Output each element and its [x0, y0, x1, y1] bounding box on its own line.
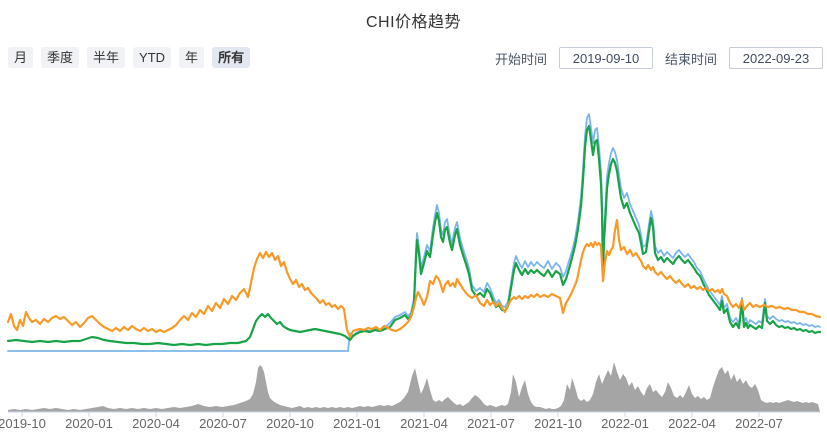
range-button-month[interactable]: 月: [8, 47, 34, 68]
price-line-series-orange[interactable]: [6, 218, 822, 339]
x-axis-label-2022-07: 2022-07: [735, 416, 783, 431]
x-axis-label-2020-01: 2020-01: [65, 416, 113, 431]
x-axis-label-2022-04: 2022-04: [668, 416, 716, 431]
x-axis-label-2022-01: 2022-01: [601, 416, 649, 431]
range-button-quarter[interactable]: 季度: [41, 47, 80, 68]
start-time-label: 开始时间: [494, 51, 547, 67]
x-axis-label-2021-10: 2021-10: [534, 416, 582, 431]
x-axis-label-2020-04: 2020-04: [132, 416, 180, 431]
x-axis-label-2021-04: 2021-04: [400, 416, 448, 431]
x-axis-label-2021-07: 2021-07: [467, 416, 515, 431]
x-axis-label-2020-07: 2020-07: [199, 416, 247, 431]
end-time-input[interactable]: [729, 47, 823, 69]
price-line-series-blue[interactable]: [7, 113, 821, 352]
x-axis: 2019-10 2020-01 2020-04 2020-07 2020-10 2021-…: [0, 416, 827, 436]
x-axis-label-2021-01: 2021-01: [333, 416, 381, 431]
range-button-year[interactable]: 年: [179, 47, 205, 68]
range-button-half-year[interactable]: 半年: [87, 47, 126, 68]
date-range-controls: 开始时间 结束时间: [495, 47, 823, 69]
start-time-input[interactable]: [558, 47, 653, 69]
volume-area: [8, 362, 820, 412]
x-axis-label-2019-10: 2019-10: [0, 416, 46, 431]
chart-title: CHI价格趋势: [365, 14, 462, 31]
range-button-ytd[interactable]: YTD: [133, 47, 172, 68]
price-line-series-green[interactable]: [6, 124, 822, 347]
range-button-all[interactable]: 所有: [212, 47, 251, 68]
x-axis-label-2020-10: 2020-10: [266, 416, 314, 431]
range-selector: 月季度 半年 YTD 年所有: [8, 47, 251, 68]
end-time-label: 结束时间: [664, 51, 717, 67]
